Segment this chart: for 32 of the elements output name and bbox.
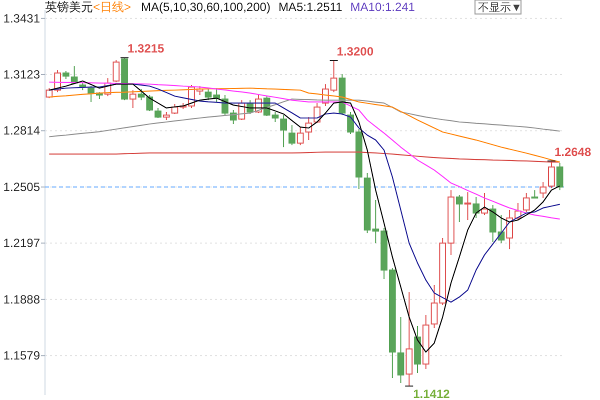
y-tick-label: 1.3431 — [3, 11, 40, 26]
chart-subtitle: <日线> — [93, 0, 132, 14]
y-tick-label: 1.1579 — [3, 348, 40, 363]
candlestick — [481, 192, 488, 216]
annotation: MA10:1.241 — [350, 0, 416, 14]
y-tick-label: 1.2505 — [3, 180, 40, 194]
candlestick — [296, 126, 304, 146]
candlestick — [472, 196, 480, 218]
candlestick — [556, 162, 564, 191]
y-tick-label: 1.2814 — [3, 124, 40, 138]
candlestick — [112, 60, 120, 83]
annotation: 1.3200 — [336, 44, 374, 58]
y-tick-label: 1.3123 — [3, 67, 40, 82]
annotation: 1.1412 — [413, 387, 450, 400]
candlestick — [397, 316, 404, 384]
annotation: 1.2648 — [554, 144, 592, 159]
annotation: 不显示▼ — [478, 2, 522, 14]
candlestick — [456, 194, 463, 222]
candlestick — [288, 124, 296, 146]
chart-title: 英镑美元 — [45, 0, 93, 14]
candlestick — [522, 192, 530, 212]
candlestick — [540, 182, 547, 198]
candlestick — [464, 192, 472, 220]
candlestick — [129, 90, 136, 108]
candlestick — [154, 107, 162, 118]
candlestick — [548, 160, 555, 189]
y-tick-label: 1.1888 — [3, 292, 40, 306]
annotation: MA(5,10,30,60,100,200) — [141, 0, 270, 14]
candlestick — [280, 114, 288, 148]
annotation: 1.3215 — [128, 42, 165, 56]
y-tick-label: 1.2197 — [3, 236, 40, 250]
annotation: MA5:1.2511 — [278, 0, 343, 14]
